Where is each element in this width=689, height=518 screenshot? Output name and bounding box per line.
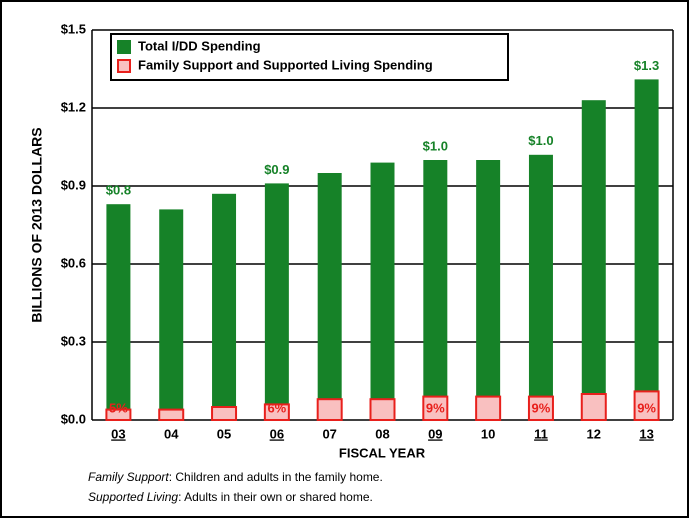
y-tick-label: $0.3: [61, 333, 86, 348]
bar: [581, 100, 606, 420]
bar: [263, 403, 290, 421]
bar: [317, 173, 342, 420]
footnote: Family Support: Children and adults in t…: [88, 470, 383, 484]
footnote-text: : Children and adults in the family home…: [169, 470, 383, 484]
data-label: $1.0: [423, 138, 448, 153]
bar: [580, 393, 607, 421]
y-tick-label: $0.6: [61, 255, 86, 270]
bar: [211, 406, 238, 421]
x-tick-label: 10: [481, 426, 495, 441]
data-label: $0.9: [264, 162, 289, 177]
x-tick-label: 11: [534, 426, 548, 441]
x-tick-label: 04: [164, 426, 179, 441]
bar: [423, 160, 448, 420]
bar: [528, 154, 553, 421]
bar: [422, 395, 449, 422]
legend-label: Family Support and Supported Living Spen…: [138, 57, 433, 72]
bar: [264, 183, 289, 420]
footnote-term: Supported Living: [88, 490, 178, 504]
footnote-text: : Adults in their own or shared home.: [178, 490, 373, 504]
x-axis-label: FISCAL YEAR: [339, 445, 426, 460]
x-tick-label: 07: [322, 426, 336, 441]
x-tick-label: 12: [587, 426, 601, 441]
legend-swatch: [117, 59, 131, 73]
bar: [158, 408, 185, 422]
legend-swatch: [117, 40, 131, 54]
bar: [159, 209, 184, 420]
bar: [106, 204, 131, 420]
bar: [633, 390, 660, 421]
bar: [634, 79, 659, 421]
bar: [475, 395, 502, 422]
percent-label: 5%: [109, 400, 128, 415]
footnote: Supported Living: Adults in their own or…: [88, 490, 373, 504]
y-tick-label: $0.0: [61, 411, 86, 426]
percent-label: 9%: [532, 400, 551, 415]
percent-label: 9%: [426, 400, 445, 415]
x-tick-label: 03: [111, 426, 125, 441]
bar: [212, 193, 237, 420]
bar: [370, 162, 395, 420]
bar: [316, 398, 343, 422]
bar: [105, 408, 132, 422]
x-tick-label: 08: [375, 426, 389, 441]
data-label: $1.0: [528, 133, 553, 148]
bar: [527, 395, 554, 422]
y-axis-label: BILLIONS OF 2013 DOLLARS: [29, 127, 45, 322]
bar: [476, 160, 501, 420]
footnote-term: Family Support: [88, 470, 169, 484]
x-tick-label: 05: [217, 426, 231, 441]
y-tick-label: $1.2: [61, 99, 86, 114]
legend-box: [110, 33, 509, 81]
data-label: $0.8: [106, 183, 131, 198]
y-tick-label: $0.9: [61, 177, 86, 192]
x-tick-label: 09: [428, 426, 442, 441]
legend-label: Total I/DD Spending: [138, 38, 261, 53]
bar: [369, 398, 396, 422]
percent-label: 6%: [267, 400, 286, 415]
percent-label: 9%: [637, 400, 656, 415]
x-tick-label: 06: [270, 426, 284, 441]
data-label: $1.3: [634, 58, 659, 73]
x-tick-label: 13: [639, 426, 653, 441]
y-tick-label: $1.5: [61, 21, 86, 36]
